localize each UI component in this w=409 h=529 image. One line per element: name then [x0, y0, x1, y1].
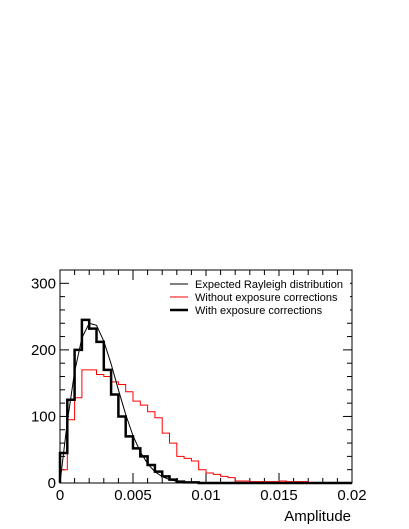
x-tick-label: 0.015 — [260, 487, 298, 504]
tick-labels: 0 0.005 0.01 0.015 0.02 0 100 200 300 — [31, 275, 367, 504]
x-tick-label: 0.02 — [337, 487, 366, 504]
series-without-exposure-corrections — [59, 369, 352, 484]
legend-label: Expected Rayleigh distribution — [195, 279, 343, 291]
x-axis-title: Amplitude — [284, 508, 351, 525]
y-tick-label: 0 — [48, 475, 56, 492]
x-tick-label: 0.005 — [114, 487, 152, 504]
y-tick-label: 100 — [31, 408, 56, 425]
x-tick-label: 0 — [56, 487, 64, 504]
legend-box — [165, 276, 350, 322]
y-tick-label: 300 — [31, 275, 56, 292]
axis-ticks — [59, 269, 353, 484]
x-tick-label: 0.01 — [191, 487, 220, 504]
legend-label: With exposure corrections — [195, 305, 323, 317]
series-with-exposure-corrections — [58, 318, 352, 485]
y-tick-label: 200 — [31, 342, 56, 359]
series-layer — [58, 318, 352, 485]
legend-label: Without exposure corrections — [195, 292, 338, 304]
